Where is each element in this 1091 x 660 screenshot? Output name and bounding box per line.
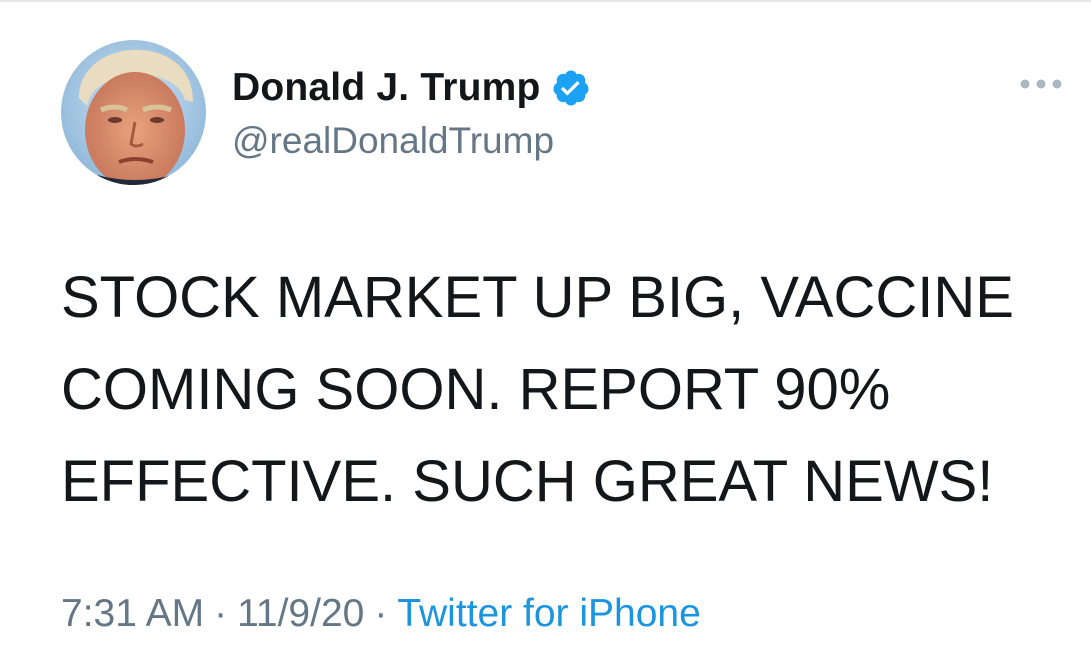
meta-separator: · <box>214 592 228 635</box>
user-handle[interactable]: @realDonaldTrump <box>232 120 555 161</box>
tweet-meta: 7:31 AM · 11/9/20 · Twitter for iPhone <box>61 592 701 636</box>
display-name[interactable]: Donald J. Trump <box>232 66 541 109</box>
more-options-icon[interactable] <box>1017 72 1065 96</box>
tweet-time[interactable]: 7:31 AM <box>61 592 205 635</box>
verified-badge-icon <box>551 68 591 108</box>
display-name-row: Donald J. Trump <box>232 62 591 114</box>
tweet-source-link[interactable]: Twitter for iPhone <box>397 592 701 635</box>
avatar[interactable] <box>61 40 206 185</box>
avatar-portrait-icon <box>61 40 206 185</box>
tweet-date[interactable]: 11/9/20 <box>237 592 365 635</box>
tweet-text: STOCK MARKET UP BIG, VACCINE COMING SOON… <box>61 265 1014 514</box>
meta-separator: · <box>374 592 388 635</box>
